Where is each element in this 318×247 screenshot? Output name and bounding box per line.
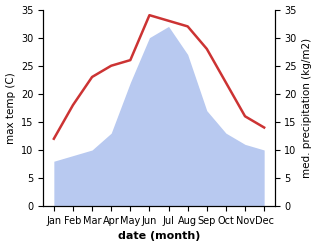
Y-axis label: max temp (C): max temp (C)	[5, 72, 16, 144]
Y-axis label: med. precipitation (kg/m2): med. precipitation (kg/m2)	[302, 38, 313, 178]
X-axis label: date (month): date (month)	[118, 231, 200, 242]
